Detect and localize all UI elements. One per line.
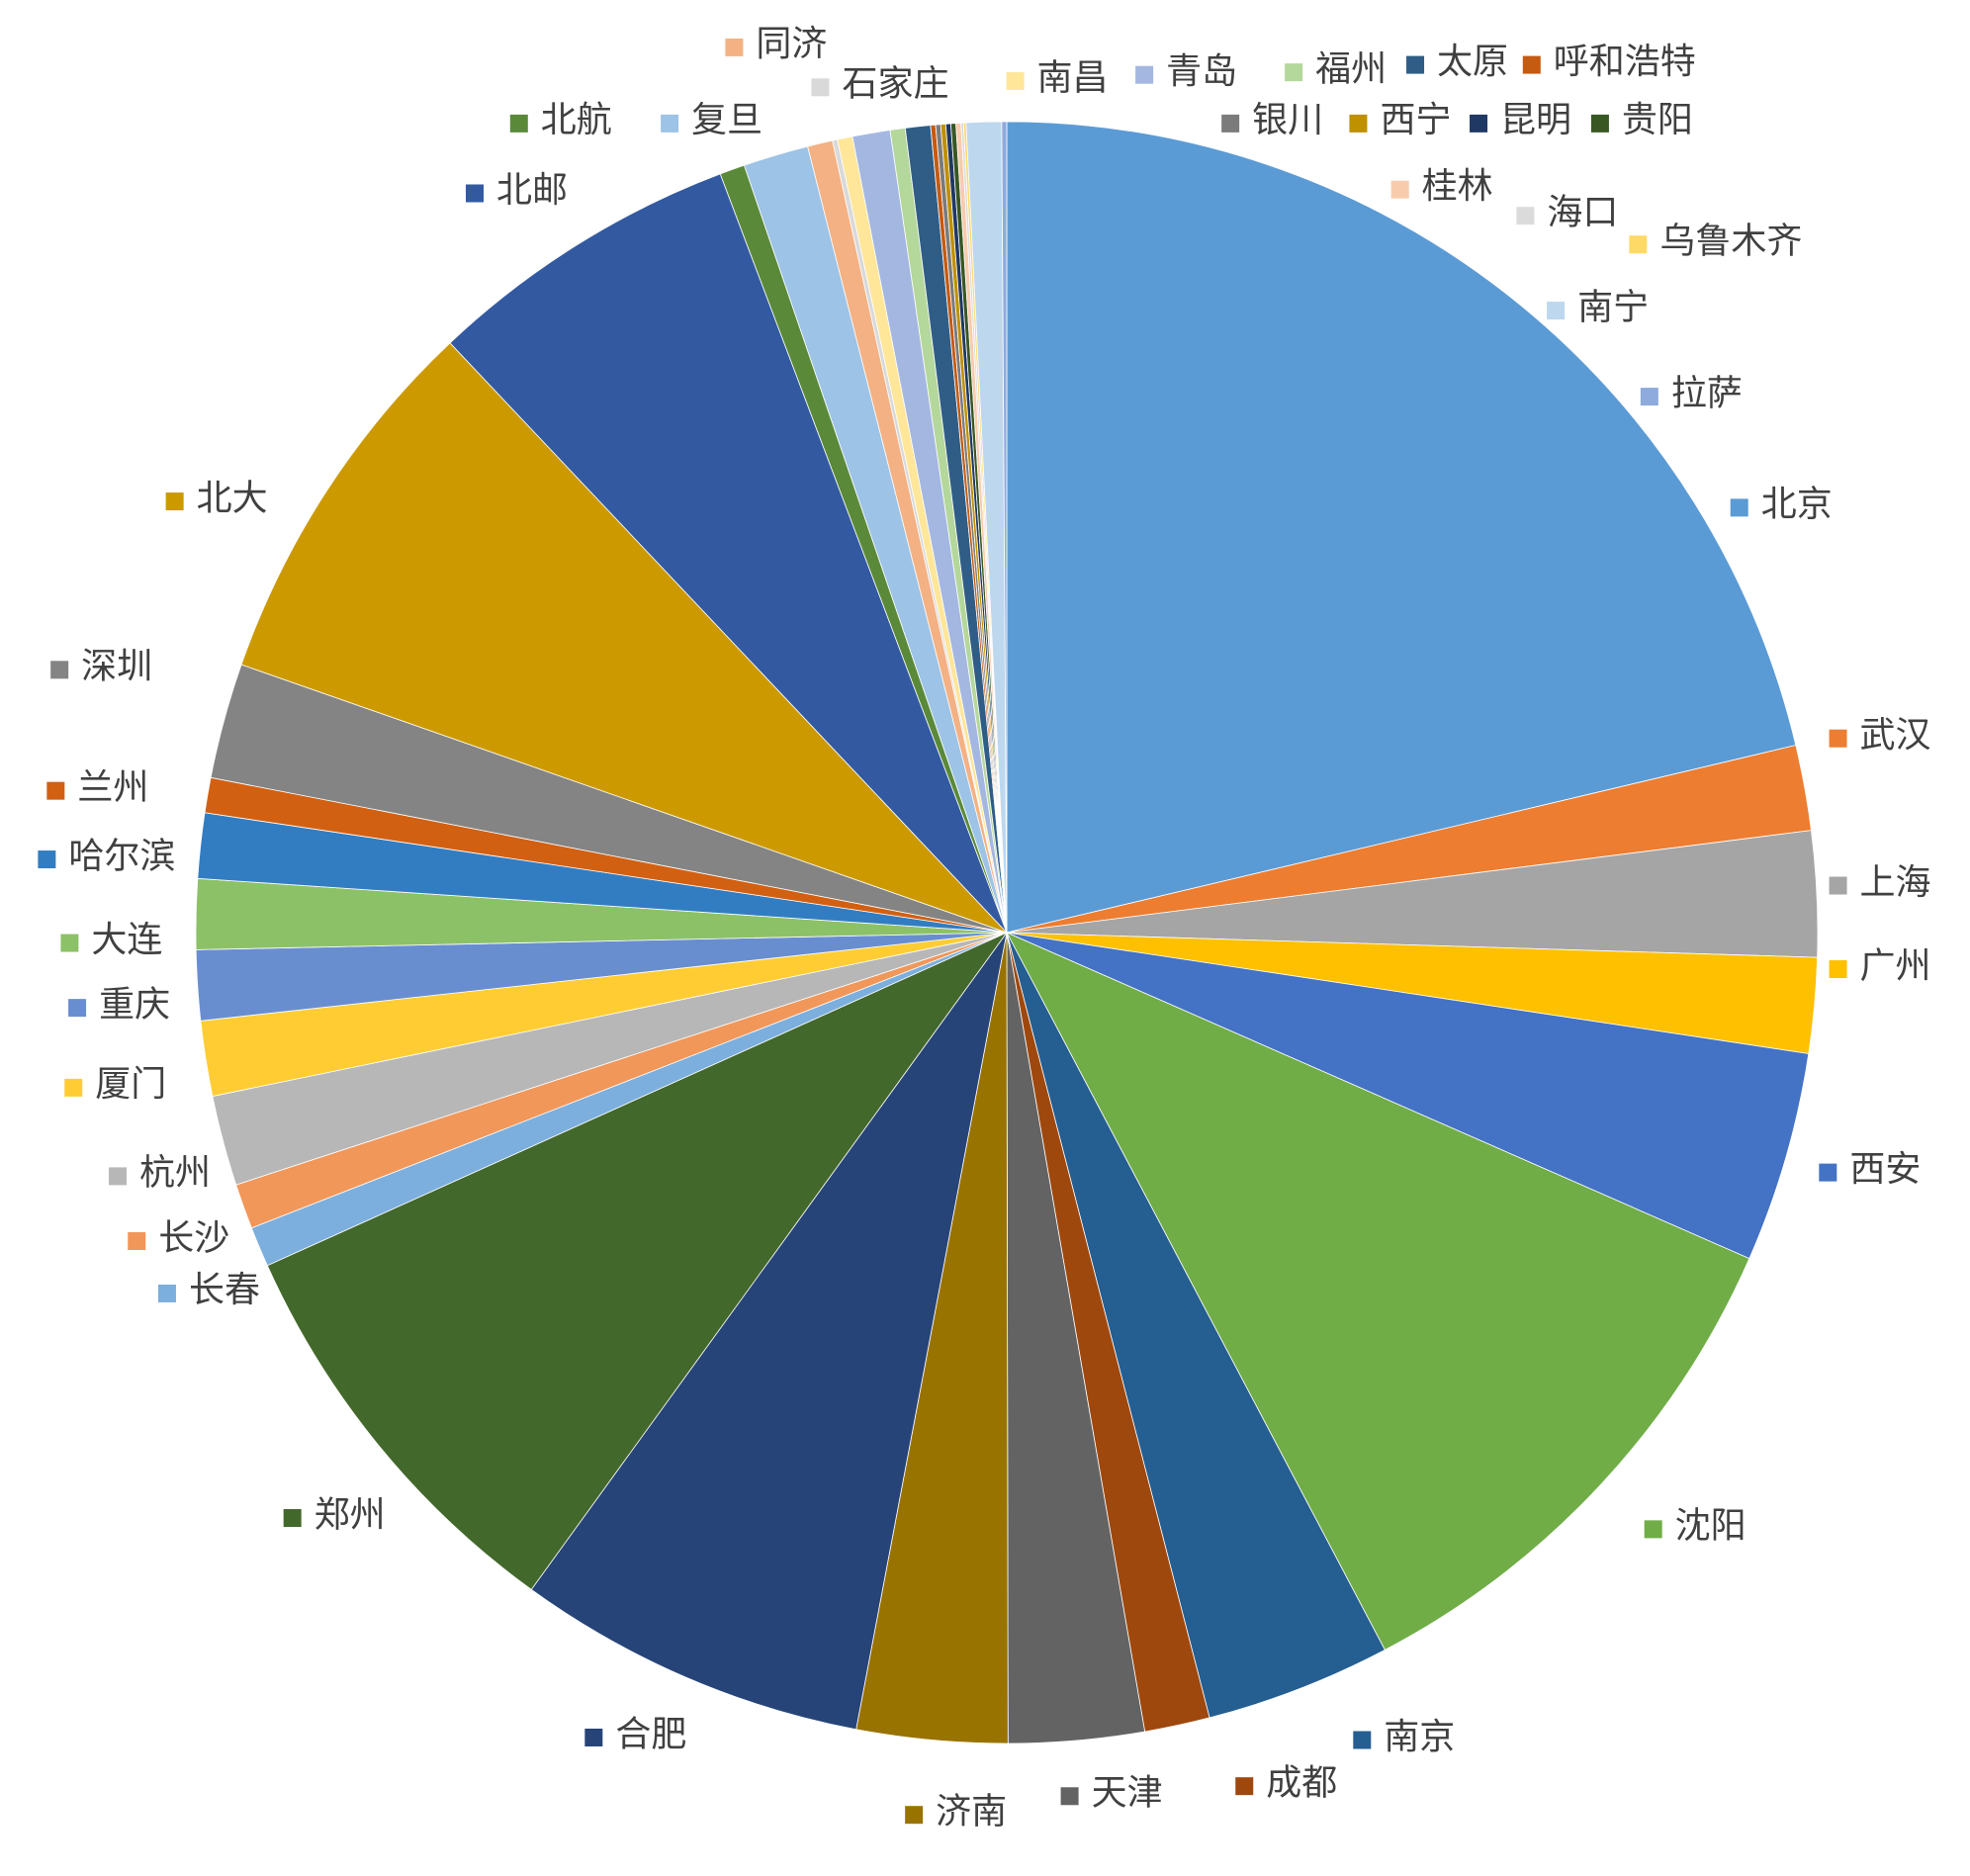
legend-swatch [283, 1509, 302, 1528]
slice-label: 兰州 [77, 767, 148, 807]
legend-swatch [1060, 1787, 1079, 1806]
slice-label: 北邮 [496, 170, 568, 210]
pie-slice [1001, 121, 1008, 934]
legend-swatch [1221, 114, 1240, 133]
slice-label: 合肥 [615, 1714, 686, 1753]
slice-label: 昆明 [1500, 100, 1571, 139]
slice-label: 郑州 [314, 1494, 386, 1534]
legend-swatch [1590, 114, 1609, 133]
legend-swatch [64, 1078, 83, 1097]
legend-swatch [1349, 114, 1368, 133]
slice-label: 乌鲁木齐 [1659, 221, 1802, 260]
legend-swatch [157, 1284, 176, 1302]
slice-label: 呼和浩特 [1554, 42, 1696, 81]
legend-swatch [1006, 71, 1025, 90]
legend-swatch [165, 492, 184, 511]
slice-label: 复旦 [691, 100, 762, 139]
pie-slice [1006, 121, 1797, 934]
slice-label: 重庆 [99, 984, 170, 1024]
legend-swatch [1730, 498, 1748, 517]
slice-label: 贵阳 [1622, 100, 1693, 139]
pie-slice [1006, 932, 1750, 1651]
legend-swatch [60, 934, 79, 952]
slice-label: 济南 [936, 1791, 1007, 1831]
slice-label: 海口 [1547, 192, 1618, 231]
legend-swatch [1640, 388, 1658, 406]
slice-label: 长沙 [158, 1217, 229, 1257]
slice-label: 沈阳 [1675, 1506, 1746, 1546]
legend-swatch [1470, 114, 1488, 133]
slice-label: 北京 [1761, 485, 1833, 524]
legend-swatch [661, 114, 679, 133]
legend-swatch [38, 850, 56, 869]
slice-label: 南京 [1384, 1717, 1455, 1756]
legend-swatch [811, 78, 830, 97]
legend-swatch [1829, 960, 1847, 979]
slice-label: 哈尔滨 [68, 836, 175, 875]
slice-label: 青岛 [1166, 51, 1237, 91]
legend-swatch [1819, 1163, 1837, 1182]
legend-swatch [128, 1231, 146, 1250]
legend-swatch [509, 114, 528, 133]
legend-swatch [1522, 55, 1541, 74]
slice-label: 北航 [541, 100, 612, 139]
slice-label: 成都 [1266, 1762, 1337, 1802]
pie-slice [266, 932, 1009, 1590]
pie-slice [530, 932, 1008, 1731]
slice-label: 福州 [1315, 48, 1387, 88]
legend-swatch [1235, 1777, 1254, 1796]
slice-label: 深圳 [81, 647, 152, 686]
pie-slice [1006, 932, 1810, 1260]
slice-label: 长春 [189, 1270, 260, 1309]
slice-label: 桂林 [1422, 166, 1493, 206]
slice-label: 广州 [1860, 945, 1931, 985]
legend-swatch [1644, 1520, 1662, 1539]
slice-label: 大连 [91, 920, 162, 959]
legend-swatch [1353, 1731, 1372, 1749]
slice-label: 天津 [1092, 1773, 1163, 1813]
slice-label: 厦门 [95, 1064, 166, 1104]
slice-label: 北大 [197, 478, 268, 517]
slice-label: 同济 [756, 24, 827, 63]
slice-label: 石家庄 [842, 64, 948, 104]
slice-label: 武汉 [1860, 715, 1931, 755]
legend-swatch [1516, 207, 1535, 225]
legend-swatch [50, 661, 69, 679]
legend-swatch [1829, 876, 1847, 895]
legend-swatch [1829, 729, 1847, 748]
slice-label: 杭州 [139, 1153, 211, 1193]
legend-swatch [109, 1167, 128, 1186]
pie-slice [449, 173, 1008, 934]
slice-label: 银川 [1252, 100, 1323, 139]
legend-swatch [1285, 63, 1303, 82]
legend-swatch [68, 999, 87, 1018]
slice-label: 上海 [1860, 862, 1931, 902]
slice-label: 西安 [1849, 1149, 1921, 1189]
slice-label: 南宁 [1577, 287, 1649, 326]
legend-swatch [1629, 235, 1648, 254]
legend-swatch [1406, 55, 1425, 74]
legend-swatch [725, 38, 744, 56]
slice-label: 太原 [1437, 42, 1508, 81]
slice-label: 拉萨 [1671, 373, 1743, 412]
legend-swatch [1547, 302, 1566, 320]
legend-swatch [905, 1806, 924, 1825]
legend-swatch [1135, 65, 1154, 84]
legend-swatch [1390, 180, 1409, 199]
legend-swatch [466, 184, 484, 203]
legend-swatch [46, 781, 65, 800]
legend-swatch [584, 1728, 603, 1746]
pie-slice [240, 342, 1008, 934]
slice-label: 南昌 [1037, 57, 1109, 97]
slice-label: 西宁 [1380, 100, 1451, 139]
